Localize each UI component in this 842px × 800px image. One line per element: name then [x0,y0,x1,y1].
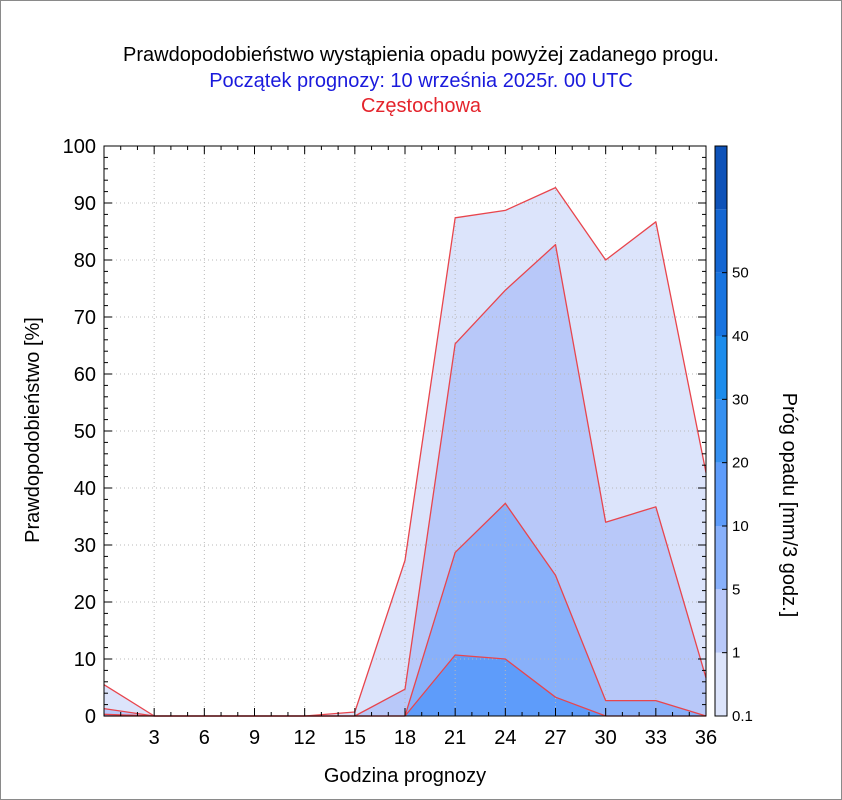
colorbar-border [714,145,728,717]
colorbar-segment [715,336,727,400]
y-tick-label: 0 [85,706,96,728]
x-tick-label: 18 [394,727,416,749]
colorbar-tick-label: 40 [732,328,749,345]
x-tick-label: 27 [544,727,566,749]
y-tick-label: 20 [74,592,96,614]
y-tick-label: 10 [74,649,96,671]
colorbar-tick-label: 10 [732,518,749,535]
colorbar-segment [715,526,727,590]
colorbar-segment [715,272,727,336]
area-threshold-10 [104,655,706,716]
y-tick-label: 70 [74,307,96,329]
y-axis-label: Prawdopodobieństwo [%] [22,317,44,543]
y-tick-label: 30 [74,535,96,557]
chart-title: Prawdopodobieństwo wystąpienia opadu pow… [123,44,719,66]
forecast-start: Początek prognozy: 10 września 2025r. 00… [209,70,633,92]
x-axis-label: Godzina prognozy [324,765,486,787]
y-tick-label: 100 [63,136,96,158]
x-tick-label: 30 [595,727,617,749]
x-tick-label: 6 [199,727,210,749]
colorbar-tick-label: 1 [732,645,740,662]
y-tick-label: 60 [74,364,96,386]
colorbar-tick-label: 50 [732,265,749,282]
x-tick-label: 3 [149,727,160,749]
colorbar-segment [715,146,727,210]
colorbar-label: Próg opadu [mm/3 godz.] [778,393,800,618]
x-tick-label: 24 [494,727,516,749]
colorbar-segment [715,589,727,653]
x-tick-label: 33 [645,727,667,749]
y-tick-label: 80 [74,250,96,272]
colorbar-tick-label: 20 [732,455,749,472]
x-tick-label: 21 [444,727,466,749]
colorbar-tick-label: 30 [732,391,749,408]
x-tick-label: 36 [695,727,717,749]
location-name: Częstochowa [360,95,482,117]
y-tick-label: 90 [74,193,96,215]
colorbar-segment [715,462,727,526]
y-tick-label: 50 [74,421,96,443]
x-tick-label: 15 [344,727,366,749]
colorbar-tick-label: 0.1 [732,708,753,725]
x-tick-label: 12 [294,727,316,749]
y-tick-label: 40 [74,478,96,500]
colorbar-segment [715,399,727,463]
x-tick-label: 9 [249,727,260,749]
colorbar-tick-label: 5 [732,581,740,598]
colorbar-segment [715,652,727,716]
colorbar-segment [715,209,727,273]
